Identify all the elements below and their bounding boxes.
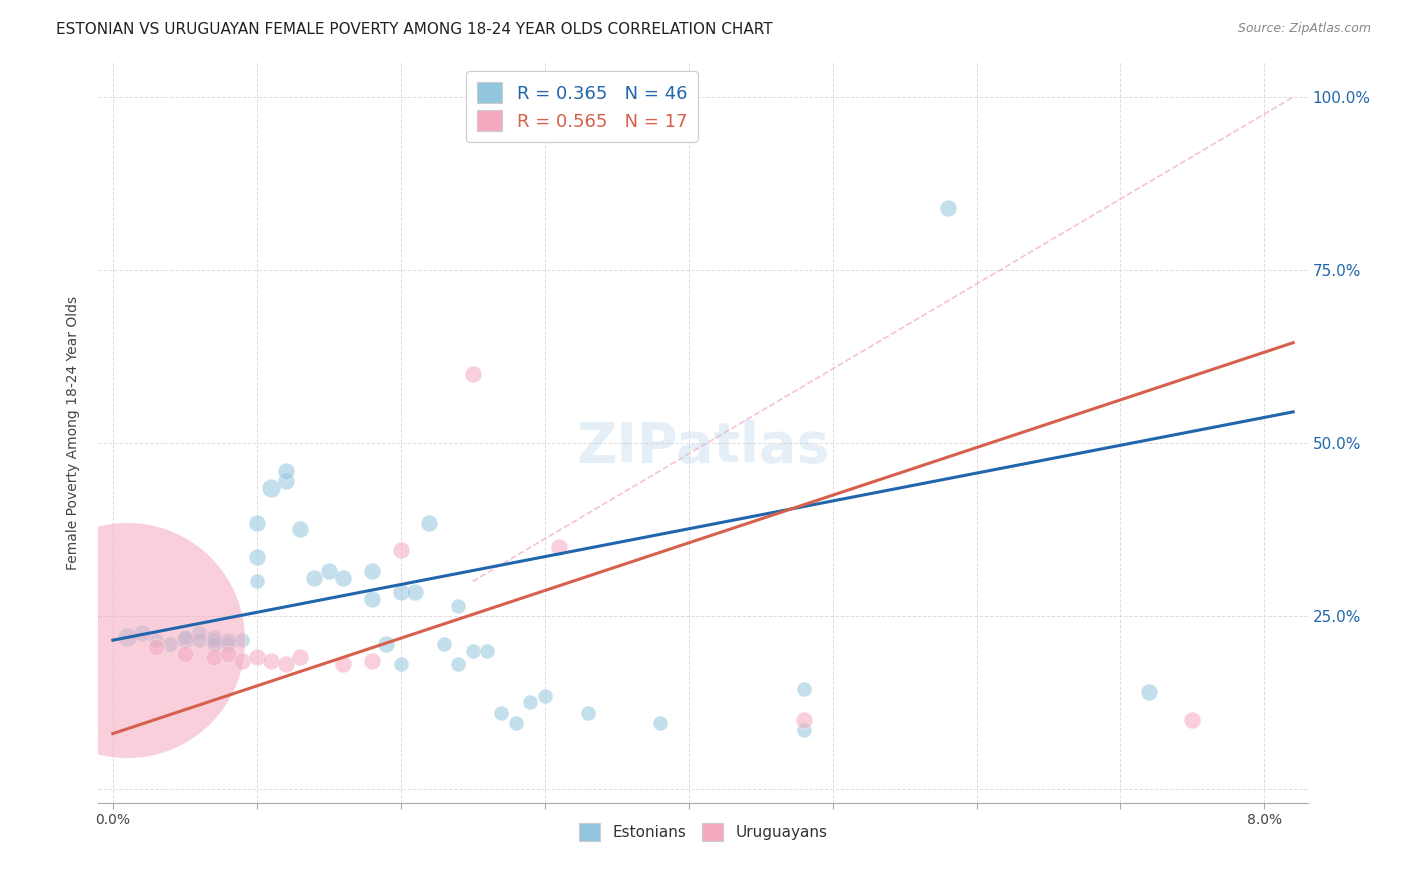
Point <box>389 543 412 558</box>
Point <box>231 633 253 648</box>
Point <box>246 516 269 530</box>
Point <box>288 650 311 665</box>
Point <box>533 689 555 703</box>
Point <box>505 716 527 731</box>
Point <box>461 643 484 657</box>
Point <box>332 571 354 585</box>
Point <box>115 630 138 644</box>
Point <box>332 657 354 672</box>
Point <box>648 716 671 731</box>
Point <box>173 633 195 648</box>
Point <box>1181 713 1204 727</box>
Point <box>145 633 167 648</box>
Point <box>433 637 456 651</box>
Point <box>361 654 384 668</box>
Point <box>389 657 412 672</box>
Point <box>793 723 815 738</box>
Point <box>389 584 412 599</box>
Text: Source: ZipAtlas.com: Source: ZipAtlas.com <box>1237 22 1371 36</box>
Point <box>231 654 253 668</box>
Point <box>375 637 398 651</box>
Point <box>173 647 195 661</box>
Point <box>173 630 195 644</box>
Point <box>274 474 297 488</box>
Point <box>246 650 269 665</box>
Point <box>318 564 340 578</box>
Legend: Estonians, Uruguayans: Estonians, Uruguayans <box>572 817 834 847</box>
Point <box>159 637 181 651</box>
Point <box>936 201 959 215</box>
Point <box>274 464 297 478</box>
Point <box>519 696 541 710</box>
Point <box>188 626 211 640</box>
Text: ESTONIAN VS URUGUAYAN FEMALE POVERTY AMONG 18-24 YEAR OLDS CORRELATION CHART: ESTONIAN VS URUGUAYAN FEMALE POVERTY AMO… <box>56 22 773 37</box>
Point <box>202 650 225 665</box>
Y-axis label: Female Poverty Among 18-24 Year Olds: Female Poverty Among 18-24 Year Olds <box>66 295 80 570</box>
Point <box>576 706 599 720</box>
Point <box>260 481 283 495</box>
Point <box>548 540 571 554</box>
Point <box>475 643 498 657</box>
Point <box>202 637 225 651</box>
Point <box>217 633 239 648</box>
Point <box>246 550 269 565</box>
Point <box>260 654 283 668</box>
Point <box>217 637 239 651</box>
Point <box>115 633 138 648</box>
Point <box>145 640 167 654</box>
Text: ZIPatlas: ZIPatlas <box>576 420 830 475</box>
Point <box>246 574 269 589</box>
Point <box>274 657 297 672</box>
Point <box>304 571 326 585</box>
Point <box>447 657 470 672</box>
Point <box>793 681 815 696</box>
Point <box>404 584 426 599</box>
Point <box>461 367 484 381</box>
Point <box>418 516 440 530</box>
Point <box>288 523 311 537</box>
Point <box>793 713 815 727</box>
Point <box>202 630 225 644</box>
Point <box>188 633 211 648</box>
Point <box>361 564 384 578</box>
Point <box>361 591 384 606</box>
Point <box>202 633 225 648</box>
Point <box>217 647 239 661</box>
Point <box>491 706 513 720</box>
Point <box>131 626 153 640</box>
Point <box>1137 685 1160 699</box>
Point <box>447 599 470 613</box>
